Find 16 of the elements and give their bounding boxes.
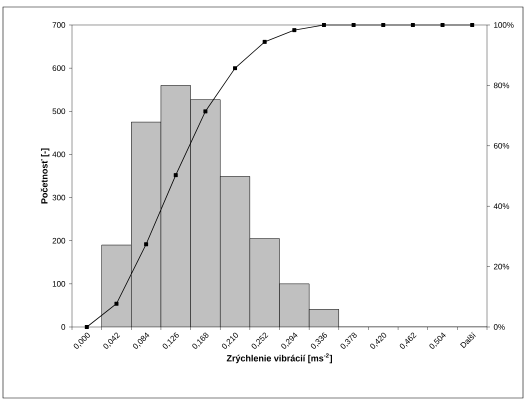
point bbox=[174, 173, 178, 178]
point bbox=[410, 23, 415, 27]
y-axis-title: Početnosť [-] bbox=[40, 148, 50, 204]
point bbox=[114, 302, 118, 306]
point bbox=[352, 23, 356, 27]
point bbox=[440, 23, 445, 27]
point bbox=[144, 242, 148, 246]
point bbox=[262, 40, 267, 44]
point bbox=[470, 23, 474, 27]
point bbox=[381, 23, 386, 27]
point bbox=[322, 23, 326, 27]
point bbox=[84, 325, 89, 329]
point bbox=[203, 109, 208, 114]
point bbox=[292, 28, 296, 32]
x-axis-title: Zrýchlenie vibrácií [ms$^{-2}$] bbox=[226, 353, 332, 364]
point bbox=[233, 66, 238, 70]
